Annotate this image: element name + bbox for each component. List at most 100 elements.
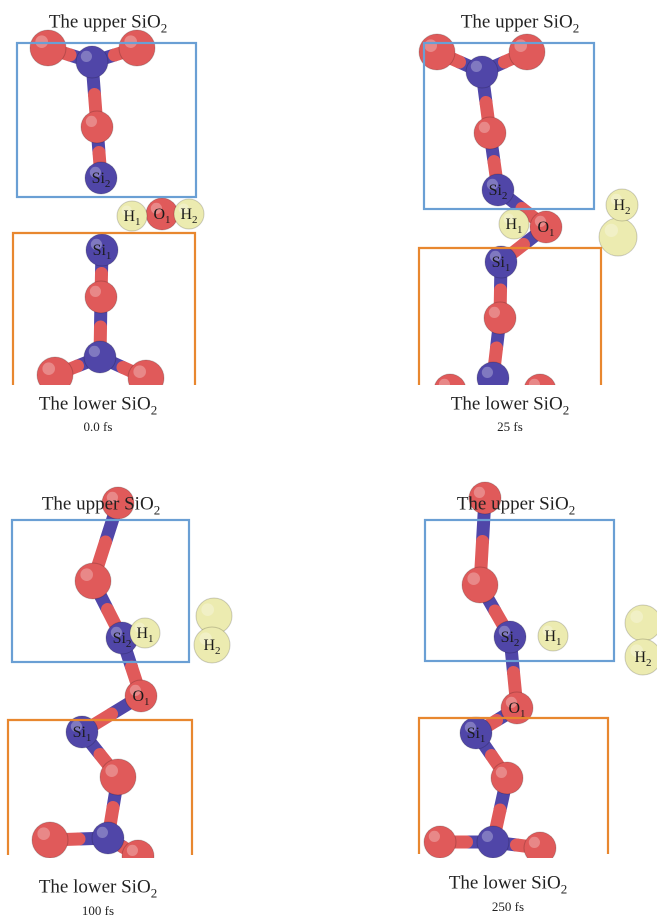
atom-highlight [610,193,622,205]
o-atom [434,373,466,385]
si2-atom [493,620,527,654]
atom-highlight [129,684,141,696]
atom-highlight [126,844,138,856]
upper-sio2-caption: The upper SiO2 [48,11,168,36]
atom-highlight [486,178,498,190]
atom-highlight [106,491,118,503]
atom-highlight [489,250,501,262]
atom-highlight [464,721,476,733]
o1-atom [529,210,563,244]
atom-highlight [134,622,145,633]
si-atom [75,45,109,79]
time-caption: 100 fs [81,903,115,918]
atom-highlight [514,39,527,52]
atom-highlight [503,213,514,224]
atom-highlight [424,39,437,52]
atom-highlight [133,365,146,379]
upper-sio2-caption: The upper SiO2 [41,493,161,518]
upper-sio2-box [10,518,191,664]
o-atom [423,825,457,858]
o-atom [36,356,74,385]
h1-atom [129,617,161,649]
lower-sio2-box [6,718,194,855]
o-atom [508,33,546,71]
atom-highlight [80,568,93,581]
atom-highlight [42,362,55,376]
atom-highlight [201,603,214,616]
upper-sio2-caption: The upper SiO2 [460,11,580,36]
atom-highlight [604,223,618,238]
o1-atom [500,691,534,725]
o-atom [31,821,69,858]
atom-highlight [428,830,440,842]
h2-atom [193,626,231,664]
atom-highlight [478,121,490,133]
atom-highlight [528,378,540,385]
o-atom [74,562,112,600]
h2-atom [624,638,657,676]
atom-highlight [542,625,553,636]
atom-highlight [528,836,540,848]
time-caption: 0.0 fs [83,419,113,434]
atom-highlight [105,764,118,777]
h-atom [598,217,638,257]
si-atom [476,825,510,858]
atom-highlight [150,202,162,214]
upper-sio2-caption: The upper SiO2 [456,493,576,518]
lower-sio2-caption: The lower SiO2 [38,876,158,901]
o-atom [523,831,557,858]
atom-highlight [470,60,482,72]
si-atom [91,821,125,855]
atom-highlight [121,205,132,216]
time-caption: 250 fs [491,899,525,914]
si2-atom [481,173,515,207]
atom-highlight [35,35,48,48]
h2-atom [605,188,639,222]
atom-highlight [70,720,82,732]
o-atom [29,29,67,67]
si1-atom [484,245,518,279]
lower-sio2-box [417,716,610,854]
si1-atom [65,715,99,749]
atom-highlight [495,766,507,778]
atom-highlight [630,644,643,657]
si-atom [476,361,510,385]
lower-sio2-caption: The lower SiO2 [38,393,158,418]
lower-sio2-caption: The lower SiO2 [450,393,570,418]
atom-highlight [96,826,108,838]
atom-highlight [37,827,50,840]
atom-highlight [498,625,510,637]
h1-atom [116,200,148,232]
atom-highlight [178,203,189,214]
o-atom [473,116,507,150]
lower-sio2-box [11,231,197,385]
atom-highlight [85,115,97,127]
o-atom [483,301,517,335]
upper-sio2-box [15,41,198,199]
upper-sio2-box [422,41,596,211]
h2-atom [173,198,205,230]
atom-highlight [467,572,480,585]
o-atom [84,280,118,314]
atom-highlight [88,345,100,357]
time-caption: 25 fs [497,419,523,434]
atom-highlight [534,215,546,227]
o-atom [121,839,155,858]
atom-highlight [199,632,212,645]
si2-atom [84,161,118,195]
atom-highlight [488,306,500,318]
o-atom [118,29,156,67]
o-atom [490,761,524,795]
atom-highlight [89,285,101,297]
atom-highlight [110,626,122,638]
atom-highlight [124,35,137,48]
o-atom [80,110,114,144]
lower-sio2-caption: The lower SiO2 [448,872,568,897]
si-atom [83,340,117,374]
o-atom [468,481,502,515]
